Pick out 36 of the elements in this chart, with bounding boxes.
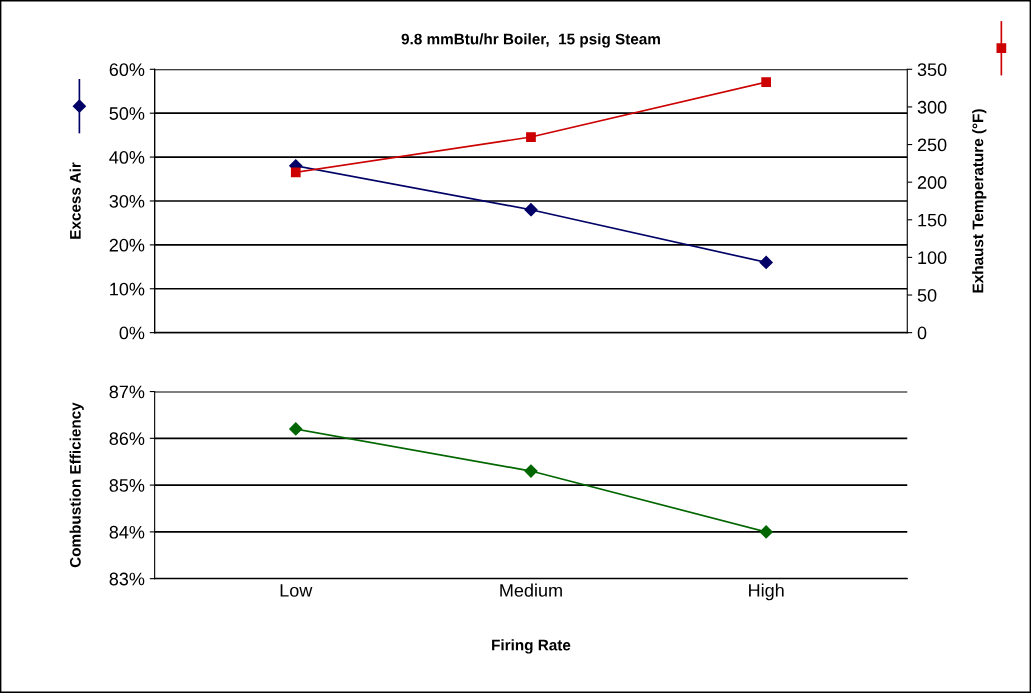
y-tick-label: 83% <box>109 572 145 586</box>
y-tick-label: 50% <box>109 107 145 120</box>
x-axis-title: Firing Rate <box>492 639 571 654</box>
y2-tick-label: 150 <box>918 213 947 227</box>
y2-tick-label: 100 <box>918 251 947 265</box>
y-tick-label: 60% <box>109 63 145 77</box>
y-tick-label: 20% <box>109 238 145 252</box>
x-tick-label: High <box>749 583 784 601</box>
y-axis-title: Excess Air <box>69 162 81 239</box>
y-tick-label: 30% <box>109 194 145 208</box>
point <box>524 203 538 217</box>
point <box>290 167 301 178</box>
y-tick-label: 40% <box>109 151 145 164</box>
chart-title: 9.8 mmBtu/hr Boiler, 15 psig Steam <box>401 33 660 48</box>
y-tick-label: 87% <box>109 385 145 399</box>
y-tick-label: 85% <box>109 479 145 492</box>
y2-tick-label: 250 <box>917 138 947 152</box>
y-axis-title: Combustion Efficiency <box>69 402 84 568</box>
point <box>759 255 773 270</box>
y2-tick-label: 0 <box>917 326 927 340</box>
y-tick-label: 0% <box>119 326 145 340</box>
point <box>524 464 538 478</box>
point <box>526 132 536 142</box>
y-tick-label: 84% <box>109 525 145 539</box>
y-tick-label: 10% <box>110 282 145 296</box>
point <box>289 422 303 436</box>
y2-tick-label: 300 <box>917 100 947 114</box>
y-tick-label: 86% <box>109 432 145 446</box>
y2-axis-title: Exhaust Temperature (°F) <box>972 109 987 293</box>
point <box>759 525 773 539</box>
y2-tick-label: 350 <box>917 63 947 77</box>
y2-tick-label: 50 <box>917 288 937 302</box>
x-tick-label: Low <box>280 584 313 597</box>
x-tick-label: Medium <box>500 583 562 597</box>
point <box>761 77 772 87</box>
y2-tick-label: 200 <box>917 176 947 189</box>
